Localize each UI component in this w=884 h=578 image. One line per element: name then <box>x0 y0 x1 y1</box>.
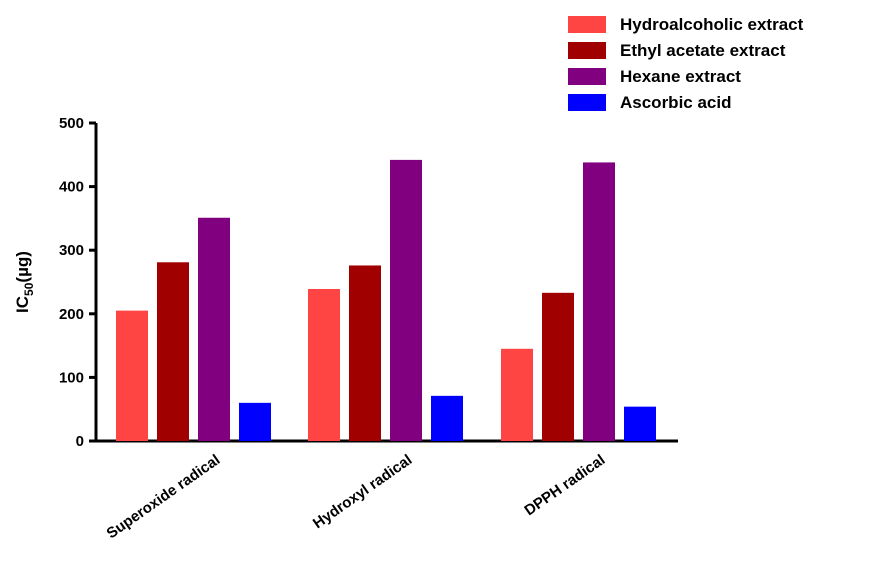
y-axis-label: IC50(µg) <box>13 251 36 313</box>
legend-label: Hexane extract <box>620 67 741 86</box>
bar <box>501 348 533 441</box>
legend-item: Hydroalcoholic extract <box>568 15 804 34</box>
y-tick-label: 400 <box>59 179 84 196</box>
y-tick-label: 100 <box>59 369 84 386</box>
legend-swatch <box>568 68 606 85</box>
bar <box>239 402 271 441</box>
x-category-label: Hydroxyl radical <box>310 451 415 532</box>
legend-item: Ascorbic acid <box>568 93 732 112</box>
legend-swatch <box>568 16 606 33</box>
y-axis-ticks: 0 100 200 300 400 500 <box>59 115 96 450</box>
axes <box>94 123 678 443</box>
bar <box>198 217 230 441</box>
bar <box>157 262 189 441</box>
bar <box>116 310 148 441</box>
y-tick-label: 500 <box>59 115 84 132</box>
y-tick-label: 0 <box>76 433 84 450</box>
legend-item: Hexane extract <box>568 67 741 86</box>
bars <box>116 159 656 441</box>
legend-item: Ethyl acetate extract <box>568 41 786 60</box>
y-axis-label-unit: (µg) <box>13 251 32 283</box>
legend-label: Ascorbic acid <box>620 93 732 112</box>
bar <box>431 395 463 441</box>
y-axis-label-subscript: 50 <box>22 282 36 296</box>
bar <box>390 159 422 441</box>
legend-label: Ethyl acetate extract <box>620 41 786 60</box>
x-category-label: Superoxide radical <box>104 451 224 542</box>
bar <box>542 292 574 441</box>
legend-swatch <box>568 42 606 59</box>
y-tick-label: 300 <box>59 242 84 259</box>
x-axis-categories: Superoxide radical Hydroxyl radical DPPH r… <box>104 451 609 542</box>
bar <box>624 406 656 441</box>
bar <box>349 265 381 441</box>
legend-label: Hydroalcoholic extract <box>620 15 804 34</box>
bar <box>583 162 615 441</box>
legend: Hydroalcoholic extract Ethyl acetate extr… <box>568 15 804 112</box>
bar <box>308 288 340 441</box>
x-category-label: DPPH radical <box>521 451 608 519</box>
legend-swatch <box>568 94 606 111</box>
y-tick-label: 200 <box>59 306 84 323</box>
